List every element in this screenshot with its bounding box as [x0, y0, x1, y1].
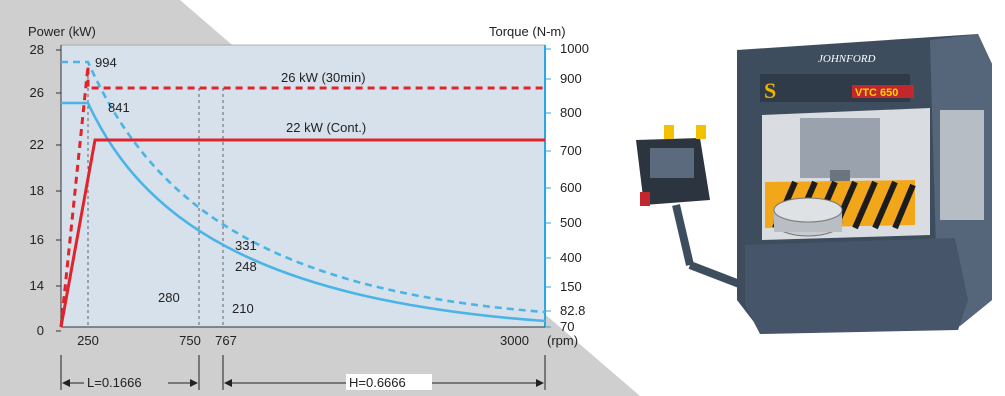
- torque-tick-70: 70: [560, 319, 574, 334]
- torque-tick-400: 400: [560, 250, 582, 265]
- power-tick-14: 14: [30, 278, 44, 293]
- annotation-841: 841: [108, 100, 130, 115]
- machine-brand: JOHNFORD: [818, 53, 875, 65]
- range-low: L=0.1666: [60, 355, 200, 390]
- power-axis-title: Power (kW): [28, 24, 96, 39]
- pendant-screen: [650, 148, 694, 178]
- spindle-head: [800, 118, 880, 178]
- power-line-cont: [59, 138, 545, 328]
- machine-photo: JOHNFORD S VTC 650: [636, 34, 992, 334]
- torque-tick-1000: 1000: [560, 41, 589, 56]
- annotation-210: 210: [232, 301, 254, 316]
- signal-lights: [664, 125, 674, 139]
- torque-curve-30min: [61, 60, 546, 314]
- torque-tick-700: 700: [560, 143, 582, 158]
- rpm-unit-label: (rpm): [547, 333, 578, 348]
- torque-curve-cont: [61, 101, 546, 323]
- rpm-tick-767: 767: [215, 333, 237, 348]
- rpm-tick-3000: 3000: [500, 333, 529, 348]
- power-tick-28: 28: [30, 42, 44, 57]
- power-tick-0: 0: [37, 323, 44, 338]
- power-tick-26: 26: [30, 85, 44, 100]
- pendant-arm: [672, 204, 694, 266]
- range-high-label: H=0.6666: [349, 375, 406, 390]
- torque-tick-labels: 1000 900 800 700 600 500 400 150 82.870: [545, 41, 589, 334]
- torque-tick-150: 150: [560, 279, 582, 294]
- power-tick-18: 18: [30, 183, 44, 198]
- series-label-cont: 22 kW (Cont.): [286, 120, 366, 135]
- machine-base: [745, 238, 968, 334]
- annotation-994: 994: [95, 55, 117, 70]
- machine-model: VTC 650: [855, 87, 898, 99]
- torque-tick-500: 500: [560, 215, 582, 230]
- series-label-30min: 26 kW (30min): [281, 70, 366, 85]
- rpm-tick-750: 750: [179, 333, 201, 348]
- side-panel: [940, 110, 984, 220]
- annotation-248: 248: [235, 259, 257, 274]
- torque-axis-title: Torque (N-m): [489, 24, 566, 39]
- torque-tick-82.8: 82.8: [560, 303, 585, 318]
- power-tick-labels: 28 26 22 18 16 14 0: [30, 42, 61, 338]
- annotation-280: 280: [158, 290, 180, 305]
- power-tick-22: 22: [30, 137, 44, 152]
- torque-tick-800: 800: [560, 105, 582, 120]
- rpm-tick-250: 250: [77, 333, 99, 348]
- range-high: H=0.6666: [222, 355, 546, 390]
- torque-tick-600: 600: [560, 180, 582, 195]
- rpm-tick-labels: 250 750 767 3000: [77, 333, 529, 348]
- machine-logo-s: S: [764, 78, 776, 103]
- torque-tick-900: 900: [560, 71, 582, 86]
- power-tick-16: 16: [30, 232, 44, 247]
- model-badge: [852, 85, 914, 98]
- annotation-331: 331: [235, 238, 257, 253]
- range-low-label: L=0.1666: [87, 375, 142, 390]
